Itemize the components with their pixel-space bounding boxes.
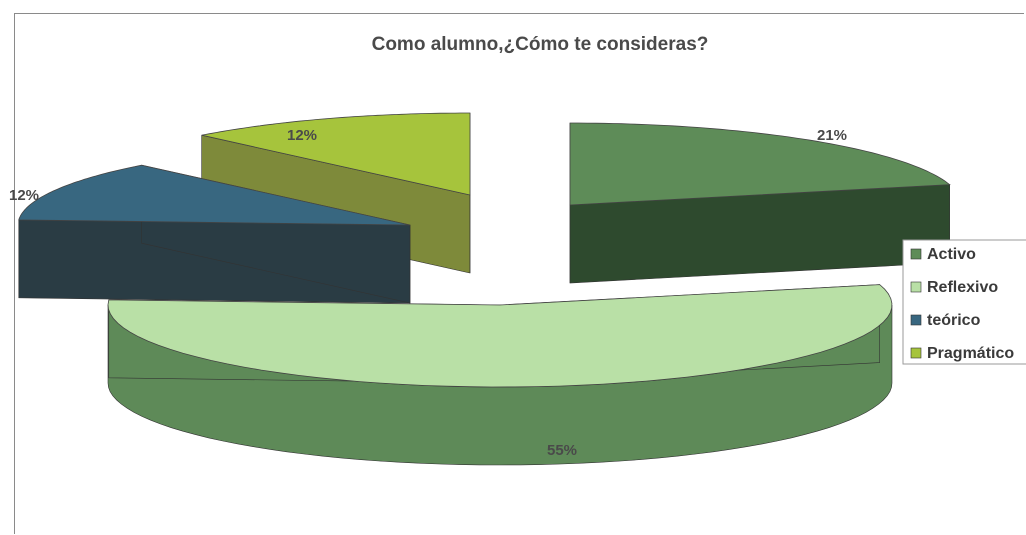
data-label-reflexivo: 55% bbox=[547, 442, 577, 459]
legend: Activo Reflexivo teórico Pragmático bbox=[902, 239, 1026, 365]
legend-label-reflexivo: Reflexivo bbox=[927, 279, 998, 296]
pie-slice-teórico bbox=[18, 164, 411, 304]
legend-swatch-reflexivo bbox=[910, 281, 922, 293]
pie-slice-reflexivo bbox=[107, 284, 893, 466]
slice-top-face bbox=[18, 164, 411, 226]
legend-swatch-activo bbox=[910, 248, 922, 260]
legend-label-activo: Activo bbox=[927, 246, 976, 263]
slice-top-face bbox=[569, 122, 951, 206]
pie-slice-activo bbox=[569, 122, 951, 284]
slice-top-face bbox=[107, 284, 893, 388]
legend-swatch-teórico bbox=[910, 314, 922, 326]
data-label-pragmático: 12% bbox=[287, 127, 317, 144]
data-label-activo: 21% bbox=[817, 127, 847, 144]
data-label-teórico: 12% bbox=[9, 187, 39, 204]
data-labels: 21% 55% 12% 12% bbox=[9, 127, 847, 459]
pie-slices bbox=[18, 112, 951, 466]
legend-label-teórico: teórico bbox=[927, 312, 981, 329]
legend-swatch-pragmático bbox=[910, 347, 922, 359]
legend-box bbox=[902, 239, 1026, 365]
chart-title: Como alumno,¿Cómo te consideras? bbox=[372, 34, 709, 55]
legend-label-pragmático: Pragmático bbox=[927, 345, 1014, 362]
slice-top-face bbox=[201, 112, 471, 196]
